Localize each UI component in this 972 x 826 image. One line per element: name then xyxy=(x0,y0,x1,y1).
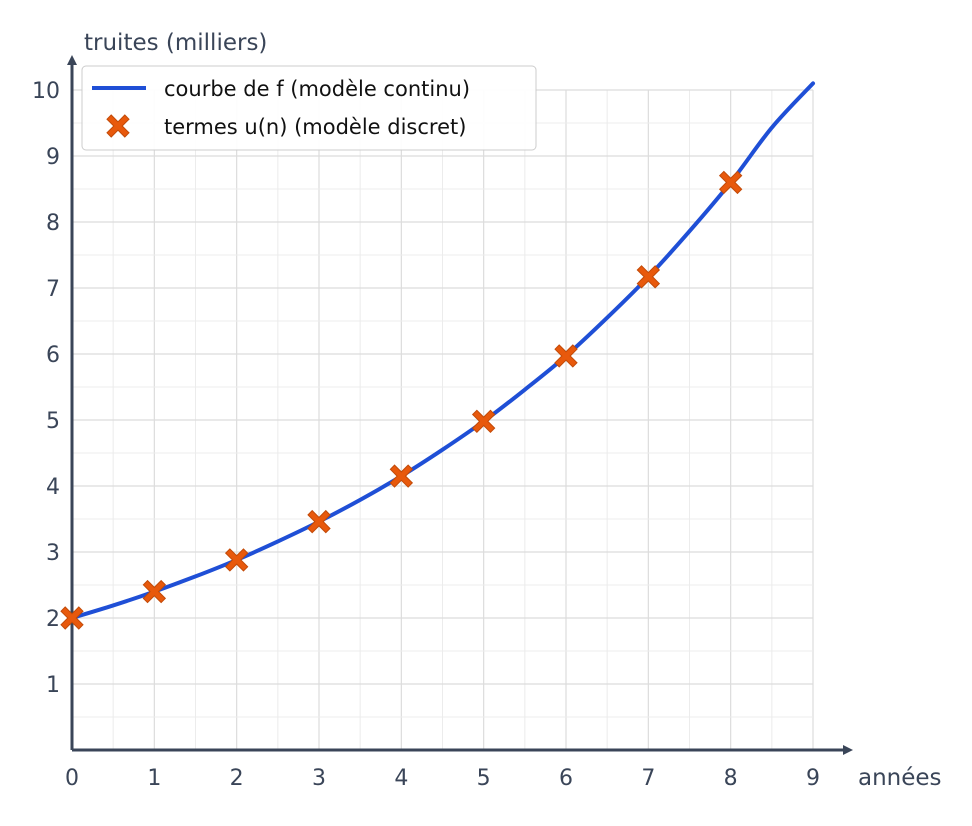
data-point-marker xyxy=(307,509,331,534)
y-tick-label: 8 xyxy=(46,211,60,236)
x-tick-label: 0 xyxy=(65,766,79,791)
tick-labels: 0 1 2 3 4 5 6 7 8 9 1 2 3 4 5 6 7 8 9 10 xyxy=(32,79,820,791)
x-tick-label: 7 xyxy=(641,766,655,791)
grid xyxy=(71,89,814,751)
data-point-marker xyxy=(224,548,249,572)
legend-marker-swatch xyxy=(106,114,130,138)
y-tick-label: 4 xyxy=(46,475,60,500)
data-point-marker xyxy=(60,606,84,630)
y-tick-label: 3 xyxy=(46,541,60,566)
data-point-marker xyxy=(718,170,743,195)
data-point-marker xyxy=(636,265,661,289)
y-axis-label: truites (milliers) xyxy=(84,30,267,56)
x-tick-label: 8 xyxy=(724,766,738,791)
data-point-marker xyxy=(554,344,578,368)
legend-box xyxy=(81,65,537,151)
y-tick-label: 5 xyxy=(46,409,60,434)
x-tick-label: 6 xyxy=(559,766,573,791)
data-point-marker xyxy=(471,409,496,434)
x-tick-label: 3 xyxy=(312,766,326,791)
x-tick-label: 2 xyxy=(230,766,244,791)
y-tick-label: 2 xyxy=(46,607,60,632)
y-tick-label: 1 xyxy=(46,673,60,698)
legend-label-terms: termes u(n) (modèle discret) xyxy=(164,115,466,139)
data-point-marker xyxy=(389,464,414,488)
y-tick-label: 7 xyxy=(46,277,60,302)
x-tick-label: 1 xyxy=(147,766,161,791)
legend-label-curve: courbe de f (modèle continu) xyxy=(164,77,470,101)
y-tick-label: 6 xyxy=(46,343,60,368)
series-layer xyxy=(60,81,815,630)
series-line-curve xyxy=(70,81,815,620)
y-tick-label: 10 xyxy=(32,79,60,104)
axes xyxy=(67,55,853,755)
x-axis-label: années xyxy=(858,765,942,791)
legend: courbe de f (modèle continu) termes u(n)… xyxy=(81,65,537,151)
x-tick-label: 4 xyxy=(394,766,408,791)
x-tick-label: 5 xyxy=(477,766,491,791)
y-tick-label: 9 xyxy=(46,145,60,170)
x-tick-label: 9 xyxy=(806,766,820,791)
data-point-marker xyxy=(142,579,167,604)
